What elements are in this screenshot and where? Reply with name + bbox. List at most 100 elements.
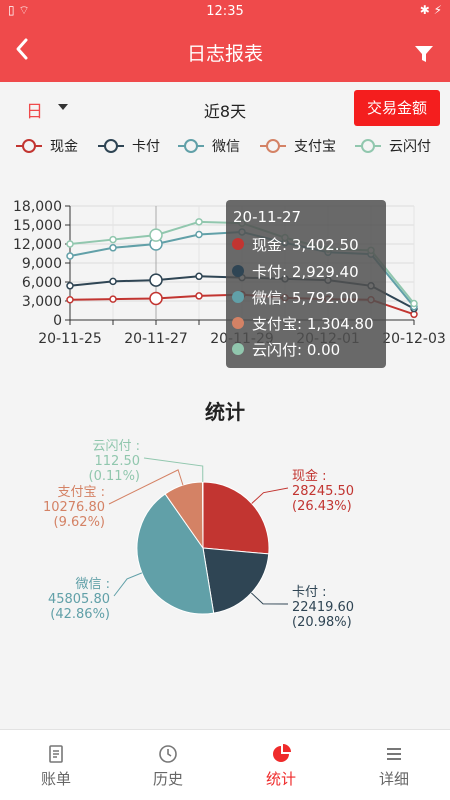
tooltip-value: 支付宝: 1,304.80	[252, 315, 374, 333]
pie-slice	[136, 493, 215, 615]
data-point	[149, 273, 163, 287]
pie-label: 支付宝 :	[57, 485, 105, 500]
period-dropdown[interactable]: 日	[26, 97, 68, 122]
y-tick-label: 12,000	[13, 237, 62, 253]
clock-icon	[159, 745, 177, 763]
stats-title: 统计	[205, 400, 245, 424]
bottom-tab-bar: 账单 历史 统计 详细	[0, 729, 450, 800]
pie-leader-line	[251, 487, 289, 504]
legend-swatch	[260, 139, 286, 153]
pie-chart-icon	[273, 744, 291, 762]
y-tick-label: 0	[53, 313, 62, 329]
legend-swatch	[355, 139, 381, 153]
pie-label: (20.98%)	[292, 615, 352, 630]
y-tick-label: 15,000	[13, 218, 62, 234]
tab-label: 历史	[152, 770, 183, 788]
tooltip-value: 云闪付: 0.00	[252, 341, 341, 359]
y-tick-label: 18,000	[13, 199, 62, 215]
chart-legend: 现金 卡付 微信 支付宝 云闪付	[0, 132, 450, 160]
tooltip-dot	[232, 238, 244, 250]
pie-label: 45805.80	[48, 592, 110, 607]
list-icon	[387, 748, 401, 760]
data-point	[66, 252, 74, 260]
data-point	[109, 244, 117, 252]
pie-label: 卡付 :	[292, 585, 327, 600]
pie-label: 云闪付 :	[92, 439, 140, 454]
status-icons-left: ▯ ⌔	[8, 3, 30, 17]
tab-history[interactable]: 历史	[112, 730, 224, 800]
pie-slice	[202, 547, 270, 614]
x-tick-label: 20-11-27	[124, 331, 188, 347]
status-time: 12:35	[206, 4, 244, 19]
tooltip-value: 微信: 5,792.00	[252, 289, 359, 307]
legend-label: 现金	[50, 139, 78, 155]
pie-label: 微信 :	[75, 577, 110, 592]
caret-down-icon	[58, 104, 68, 110]
data-point	[195, 272, 203, 281]
period-label: 日	[26, 102, 43, 122]
pie-leader-line	[250, 592, 289, 605]
legend-swatch	[178, 139, 204, 153]
filter-icon	[415, 46, 433, 62]
data-point	[66, 282, 74, 290]
tooltip-dot	[232, 343, 244, 355]
tab-detail[interactable]: 详细	[338, 730, 450, 800]
data-point	[109, 277, 117, 286]
pie-label: 112.50	[95, 454, 141, 469]
pie-leader-line	[143, 457, 204, 483]
data-point	[195, 230, 203, 239]
y-tick-label: 6,000	[22, 275, 62, 291]
x-tick-label: 20-12-03	[382, 331, 446, 347]
chevron-left-icon	[16, 38, 28, 60]
pie-label: 28245.50	[292, 484, 354, 499]
x-tick-label: 20-11-25	[38, 331, 102, 347]
data-point	[66, 240, 74, 248]
transaction-amount-button[interactable]: 交易金额	[354, 90, 440, 126]
chart-tooltip: 20-11-27 现金: 3,402.50 卡付: 2,929.40 微信: 5…	[226, 200, 386, 368]
data-point	[410, 299, 418, 308]
data-point	[109, 235, 117, 244]
legend-swatch	[98, 139, 124, 153]
back-button[interactable]	[12, 34, 32, 71]
y-tick-label: 9,000	[22, 256, 62, 272]
tooltip-dot	[232, 291, 244, 303]
tooltip-value: 现金: 3,402.50	[252, 236, 359, 254]
pie-slice	[202, 481, 270, 555]
status-bar: ▯ ⌔ 12:35 ✱ ⚡	[0, 0, 450, 24]
tooltip-title: 20-11-27	[233, 208, 302, 226]
pie-label: (0.11%)	[89, 469, 140, 484]
tooltip-dot	[232, 265, 244, 277]
bill-icon	[49, 745, 63, 763]
pie-label: 22419.60	[292, 600, 354, 615]
filter-button[interactable]	[414, 44, 434, 64]
pie-label: 现金 :	[292, 468, 327, 484]
tab-label: 详细	[378, 770, 409, 788]
data-point	[149, 291, 163, 306]
data-point	[195, 218, 203, 226]
legend-swatch	[16, 139, 42, 153]
pie-label: (42.86%)	[50, 607, 110, 622]
legend-label: 支付宝	[294, 139, 336, 155]
pie-label: (26.43%)	[292, 499, 352, 514]
pie-leader-line	[113, 572, 143, 597]
tab-statistics[interactable]: 统计	[225, 730, 337, 800]
tooltip-value: 卡付: 2,929.40	[252, 263, 359, 281]
legend-label: 云闪付	[389, 139, 431, 155]
status-icons-right: ✱ ⚡	[419, 3, 442, 17]
y-tick-label: 3,000	[22, 294, 62, 310]
page-title: 日志报表	[186, 43, 263, 65]
pie-label: (9.62%)	[54, 515, 105, 530]
pie-label: 10276.80	[43, 500, 105, 515]
legend-label: 卡付	[132, 139, 160, 155]
report-controls: 日 近8天 交易金额	[0, 82, 450, 132]
tab-label: 账单	[40, 770, 71, 788]
pie-chart[interactable]: 现金 :28245.50(26.43%) 卡付 :22419.60(20.98%)…	[0, 430, 450, 730]
tooltip-dot	[232, 317, 244, 329]
data-point	[149, 228, 163, 242]
legend-label: 微信	[212, 139, 240, 155]
app-header: 日志报表	[0, 24, 450, 82]
tab-bill[interactable]: 账单	[0, 730, 112, 800]
tab-label: 统计	[265, 770, 296, 788]
pie-leader-line	[108, 469, 184, 505]
data-point	[195, 292, 203, 300]
